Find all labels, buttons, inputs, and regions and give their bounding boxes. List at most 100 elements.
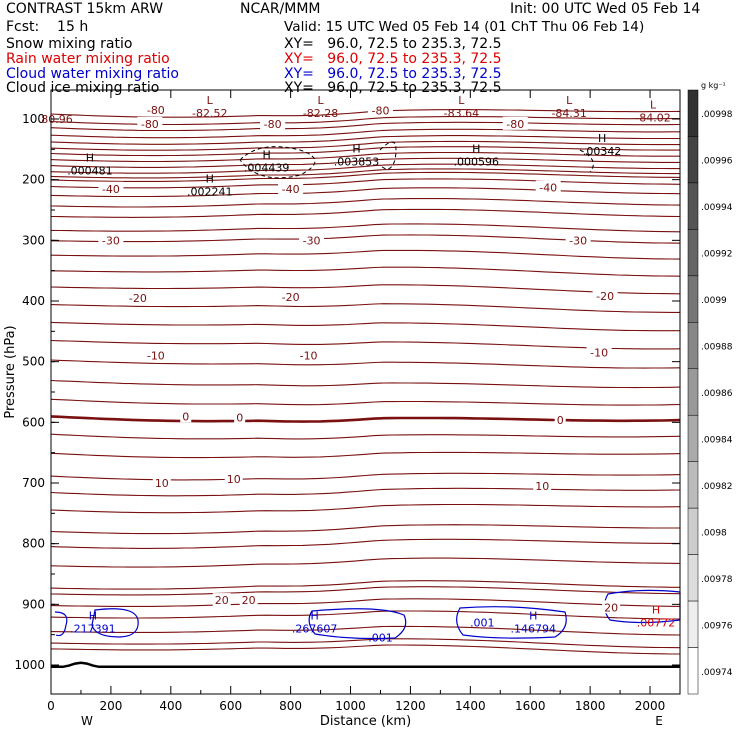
- colorbar-swatch: [687, 600, 699, 648]
- isotherm-label-bg: [143, 102, 169, 116]
- y-tick-label: 600: [22, 415, 45, 429]
- extremum-marker: H: [206, 173, 214, 186]
- cloud-water-contour: [91, 608, 139, 638]
- isotherm-label-bg: [143, 348, 169, 362]
- extremum-value: .000596: [454, 155, 500, 168]
- isotherm-label: -30: [102, 234, 120, 247]
- colorbar-swatch: [687, 507, 699, 555]
- isotherm-line: [50, 146, 680, 157]
- extremum-value: .003853: [334, 155, 380, 168]
- isotherm-label-bg: [180, 409, 192, 423]
- isotherm-line: [50, 598, 681, 607]
- x-tick-label: 600: [219, 699, 242, 713]
- extremum-value: -84.02: [635, 112, 670, 125]
- x-tick-label: 0: [47, 699, 55, 713]
- colorbar-swatch: [687, 368, 699, 416]
- isotherm-line: [50, 284, 681, 295]
- isotherm-line: [50, 524, 680, 535]
- header-fcst: Fcst: 15 h: [6, 19, 89, 35]
- extremum-value: .146794: [510, 623, 556, 636]
- x-tick-label: 2000: [635, 699, 666, 713]
- extremum-marker: H: [263, 148, 271, 161]
- isotherm-line: [50, 580, 680, 590]
- isotherm-label-bg: [586, 345, 612, 359]
- isotherm-label-bg: [260, 116, 286, 130]
- isotherm-label-bg: [602, 600, 621, 614]
- isotherm-line: [50, 586, 681, 596]
- header-init: Init: 00 UTC Wed 05 Feb 14: [510, 1, 701, 17]
- isotherm-line: [50, 163, 680, 174]
- isotherm-line: [50, 644, 680, 655]
- isotherm-label: 0: [236, 411, 243, 424]
- extremum-marker: H: [310, 610, 318, 623]
- isotherm-label: 10: [155, 477, 169, 490]
- isotherm-label-bg: [125, 290, 151, 304]
- isotherm-line: [50, 557, 681, 568]
- extremum-value: -82.52: [192, 107, 227, 120]
- isotherm-line: [50, 472, 681, 481]
- isotherm-label-bg: [565, 233, 591, 247]
- colorbar-swatch: [687, 275, 699, 323]
- surface-line: [51, 661, 680, 669]
- colorbar-tick-label: .00994: [701, 203, 733, 213]
- y-tick-label: 500: [22, 355, 45, 369]
- colorbar-swatch: [687, 182, 699, 230]
- isotherm-label: -80: [506, 118, 524, 131]
- isotherm-label-bg: [367, 103, 393, 117]
- extremum-value: .001: [368, 632, 393, 645]
- x-tick-label: 1400: [455, 699, 486, 713]
- isotherm-label-bg: [592, 289, 618, 303]
- isotherm-label: 10: [227, 473, 241, 486]
- isotherm-label-bg: [239, 593, 258, 607]
- legend-cloudice-xy: XY= 96.0, 72.5 to 235.3, 72.5: [284, 80, 502, 96]
- isotherm-label-bg: [98, 233, 124, 247]
- legend-snow-xy: XY= 96.0, 72.5 to 235.3, 72.5: [284, 36, 502, 52]
- colorbar-swatch: [687, 554, 699, 602]
- isotherm-line: [50, 168, 680, 179]
- legend-cloudwater-xy: XY= 96.0, 72.5 to 235.3, 72.5: [284, 66, 502, 82]
- isotherm-line: [50, 135, 680, 145]
- isotherm-label: 0: [557, 414, 564, 427]
- isotherm-label: 20: [215, 594, 229, 607]
- isotherm-line: [50, 223, 681, 233]
- x-axis-label: Distance (km): [320, 714, 411, 729]
- y-tick-label: 800: [22, 537, 45, 551]
- isotherm-label-bg: [299, 233, 325, 247]
- x-tick-label: 800: [279, 699, 302, 713]
- colorbar-swatch: [687, 229, 699, 277]
- extremum-marker: L: [207, 94, 214, 107]
- colorbar-swatch: [687, 89, 699, 137]
- isotherm-label-bg: [278, 289, 304, 303]
- extremum-value: .000481: [67, 165, 113, 178]
- west-label: W: [81, 714, 93, 728]
- isotherm-line: [50, 503, 681, 514]
- isotherm-label: 10: [535, 480, 549, 493]
- colorbar-swatch: [687, 136, 699, 184]
- isotherm-label-bg: [554, 412, 566, 426]
- x-tick-label: 1600: [515, 699, 546, 713]
- colorbar-tick-label: .00986: [701, 389, 733, 399]
- isotherm-label: -30: [303, 234, 321, 247]
- isotherm-label: -40: [102, 183, 120, 196]
- cloud-water-contour: [308, 608, 407, 640]
- extremum-value: .217391: [70, 623, 116, 636]
- extremum-value: -82.28: [303, 107, 338, 120]
- cloud-water-contour: [54, 611, 68, 637]
- isotherm-line: [50, 197, 681, 208]
- isotherm-label: -10: [300, 350, 318, 363]
- isotherm-label: -80: [371, 105, 389, 118]
- isotherm-label: -20: [282, 291, 300, 304]
- y-tick-label: 400: [22, 294, 45, 308]
- isotherm-line: [50, 538, 680, 549]
- isotherm-label: -80: [264, 118, 282, 131]
- isotherm-line: [50, 140, 680, 151]
- isotherm-line: [50, 610, 681, 620]
- isotherm-label-bg: [137, 116, 163, 130]
- colorbar-swatch: [687, 461, 699, 509]
- x-tick-label: 400: [159, 699, 182, 713]
- header-center: NCAR/MMM: [240, 1, 321, 17]
- isotherm-label-bg: [533, 479, 552, 493]
- legend-cloudwater-label: Cloud water mixing ratio: [6, 66, 179, 82]
- isotherm-line: [50, 379, 681, 389]
